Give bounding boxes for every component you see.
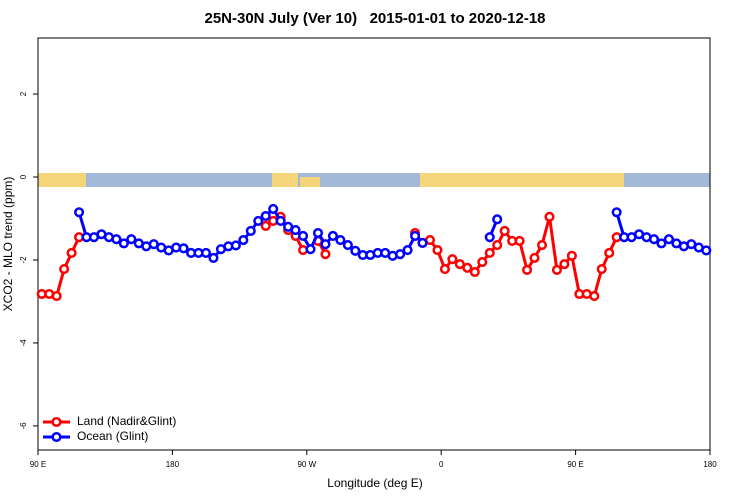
data-point	[320, 249, 331, 260]
y-tick-label: 0	[19, 174, 28, 179]
data-point	[312, 227, 324, 239]
data-point	[290, 225, 301, 236]
data-point	[238, 235, 249, 246]
x-axis-label: Longitude (deg E)	[327, 476, 422, 490]
data-point	[499, 225, 510, 236]
data-point	[111, 234, 122, 245]
data-point	[566, 250, 577, 261]
data-point	[529, 252, 540, 263]
data-point	[559, 259, 570, 270]
plot-frame	[37, 37, 711, 451]
data-point	[447, 254, 458, 265]
data-point	[260, 210, 271, 222]
legend-label: Ocean (Glint)	[77, 429, 148, 443]
data-point	[342, 239, 353, 251]
data-point	[492, 214, 503, 225]
data-point	[648, 234, 660, 245]
data-point	[275, 215, 286, 227]
data-point	[454, 259, 465, 270]
data-point	[484, 232, 495, 243]
data-point	[477, 256, 488, 268]
land-band	[38, 173, 86, 187]
data-point	[432, 244, 443, 256]
y-tick-label: -2	[19, 256, 28, 264]
x-tick-label: 90 E	[30, 460, 46, 469]
data-point	[484, 247, 495, 258]
data-point	[260, 220, 271, 232]
land-band	[420, 173, 624, 187]
x-tick-label: 90 W	[297, 460, 316, 469]
data-point	[200, 247, 212, 258]
data-point	[604, 247, 615, 258]
y-tick-label: 2	[19, 91, 28, 96]
data-point	[663, 234, 674, 245]
data-point	[551, 264, 562, 275]
data-point	[656, 238, 667, 249]
land-ocean-band	[38, 173, 710, 187]
land-band	[300, 177, 320, 187]
legend-marker	[51, 416, 62, 428]
y-tick-label: -6	[19, 422, 28, 430]
data-point	[245, 225, 256, 236]
x-tick-label: 180	[703, 460, 717, 469]
data-point	[298, 230, 309, 241]
data-point	[522, 264, 533, 275]
data-point	[395, 249, 406, 260]
data-point	[230, 240, 241, 251]
legend-label: Land (Nadir&Glint)	[77, 414, 176, 428]
data-point	[305, 244, 316, 255]
data-point	[51, 291, 62, 302]
data-point	[462, 262, 473, 273]
y-tick-label: -4	[19, 339, 28, 347]
data-point	[178, 243, 189, 254]
data-point	[701, 245, 712, 256]
data-point	[74, 207, 85, 218]
data-point	[320, 239, 331, 250]
data-point	[253, 215, 264, 227]
data-point	[611, 207, 622, 218]
x-tick-label: 180	[166, 460, 180, 469]
data-point	[589, 291, 600, 302]
legend: Land (Nadir&Glint)Ocean (Glint)	[43, 414, 176, 443]
data-point	[268, 203, 279, 214]
data-point	[536, 239, 548, 251]
data-point	[350, 245, 361, 256]
y-axis-label: XCO2 - MLO trend (ppm)	[1, 177, 15, 312]
data-point	[544, 211, 555, 222]
data-point	[66, 247, 77, 258]
data-point	[402, 244, 413, 256]
data-point	[208, 252, 219, 263]
data-point	[327, 230, 338, 241]
legend-marker	[51, 431, 62, 443]
data-point	[514, 235, 525, 246]
data-point	[469, 266, 480, 278]
x-tick-label: 90 E	[567, 460, 583, 469]
data-point	[417, 237, 428, 249]
land-band	[272, 173, 298, 187]
chart-title: 25N-30N July (Ver 10) 2015-01-01 to 2020…	[204, 10, 545, 27]
data-point	[492, 239, 503, 251]
data-point	[59, 264, 70, 275]
x-tick-label: 0	[439, 460, 444, 469]
data-point	[410, 230, 421, 241]
data-point	[335, 235, 346, 246]
data-point	[596, 264, 607, 275]
data-point	[118, 238, 129, 249]
data-point	[439, 264, 450, 275]
data-point	[126, 234, 137, 245]
